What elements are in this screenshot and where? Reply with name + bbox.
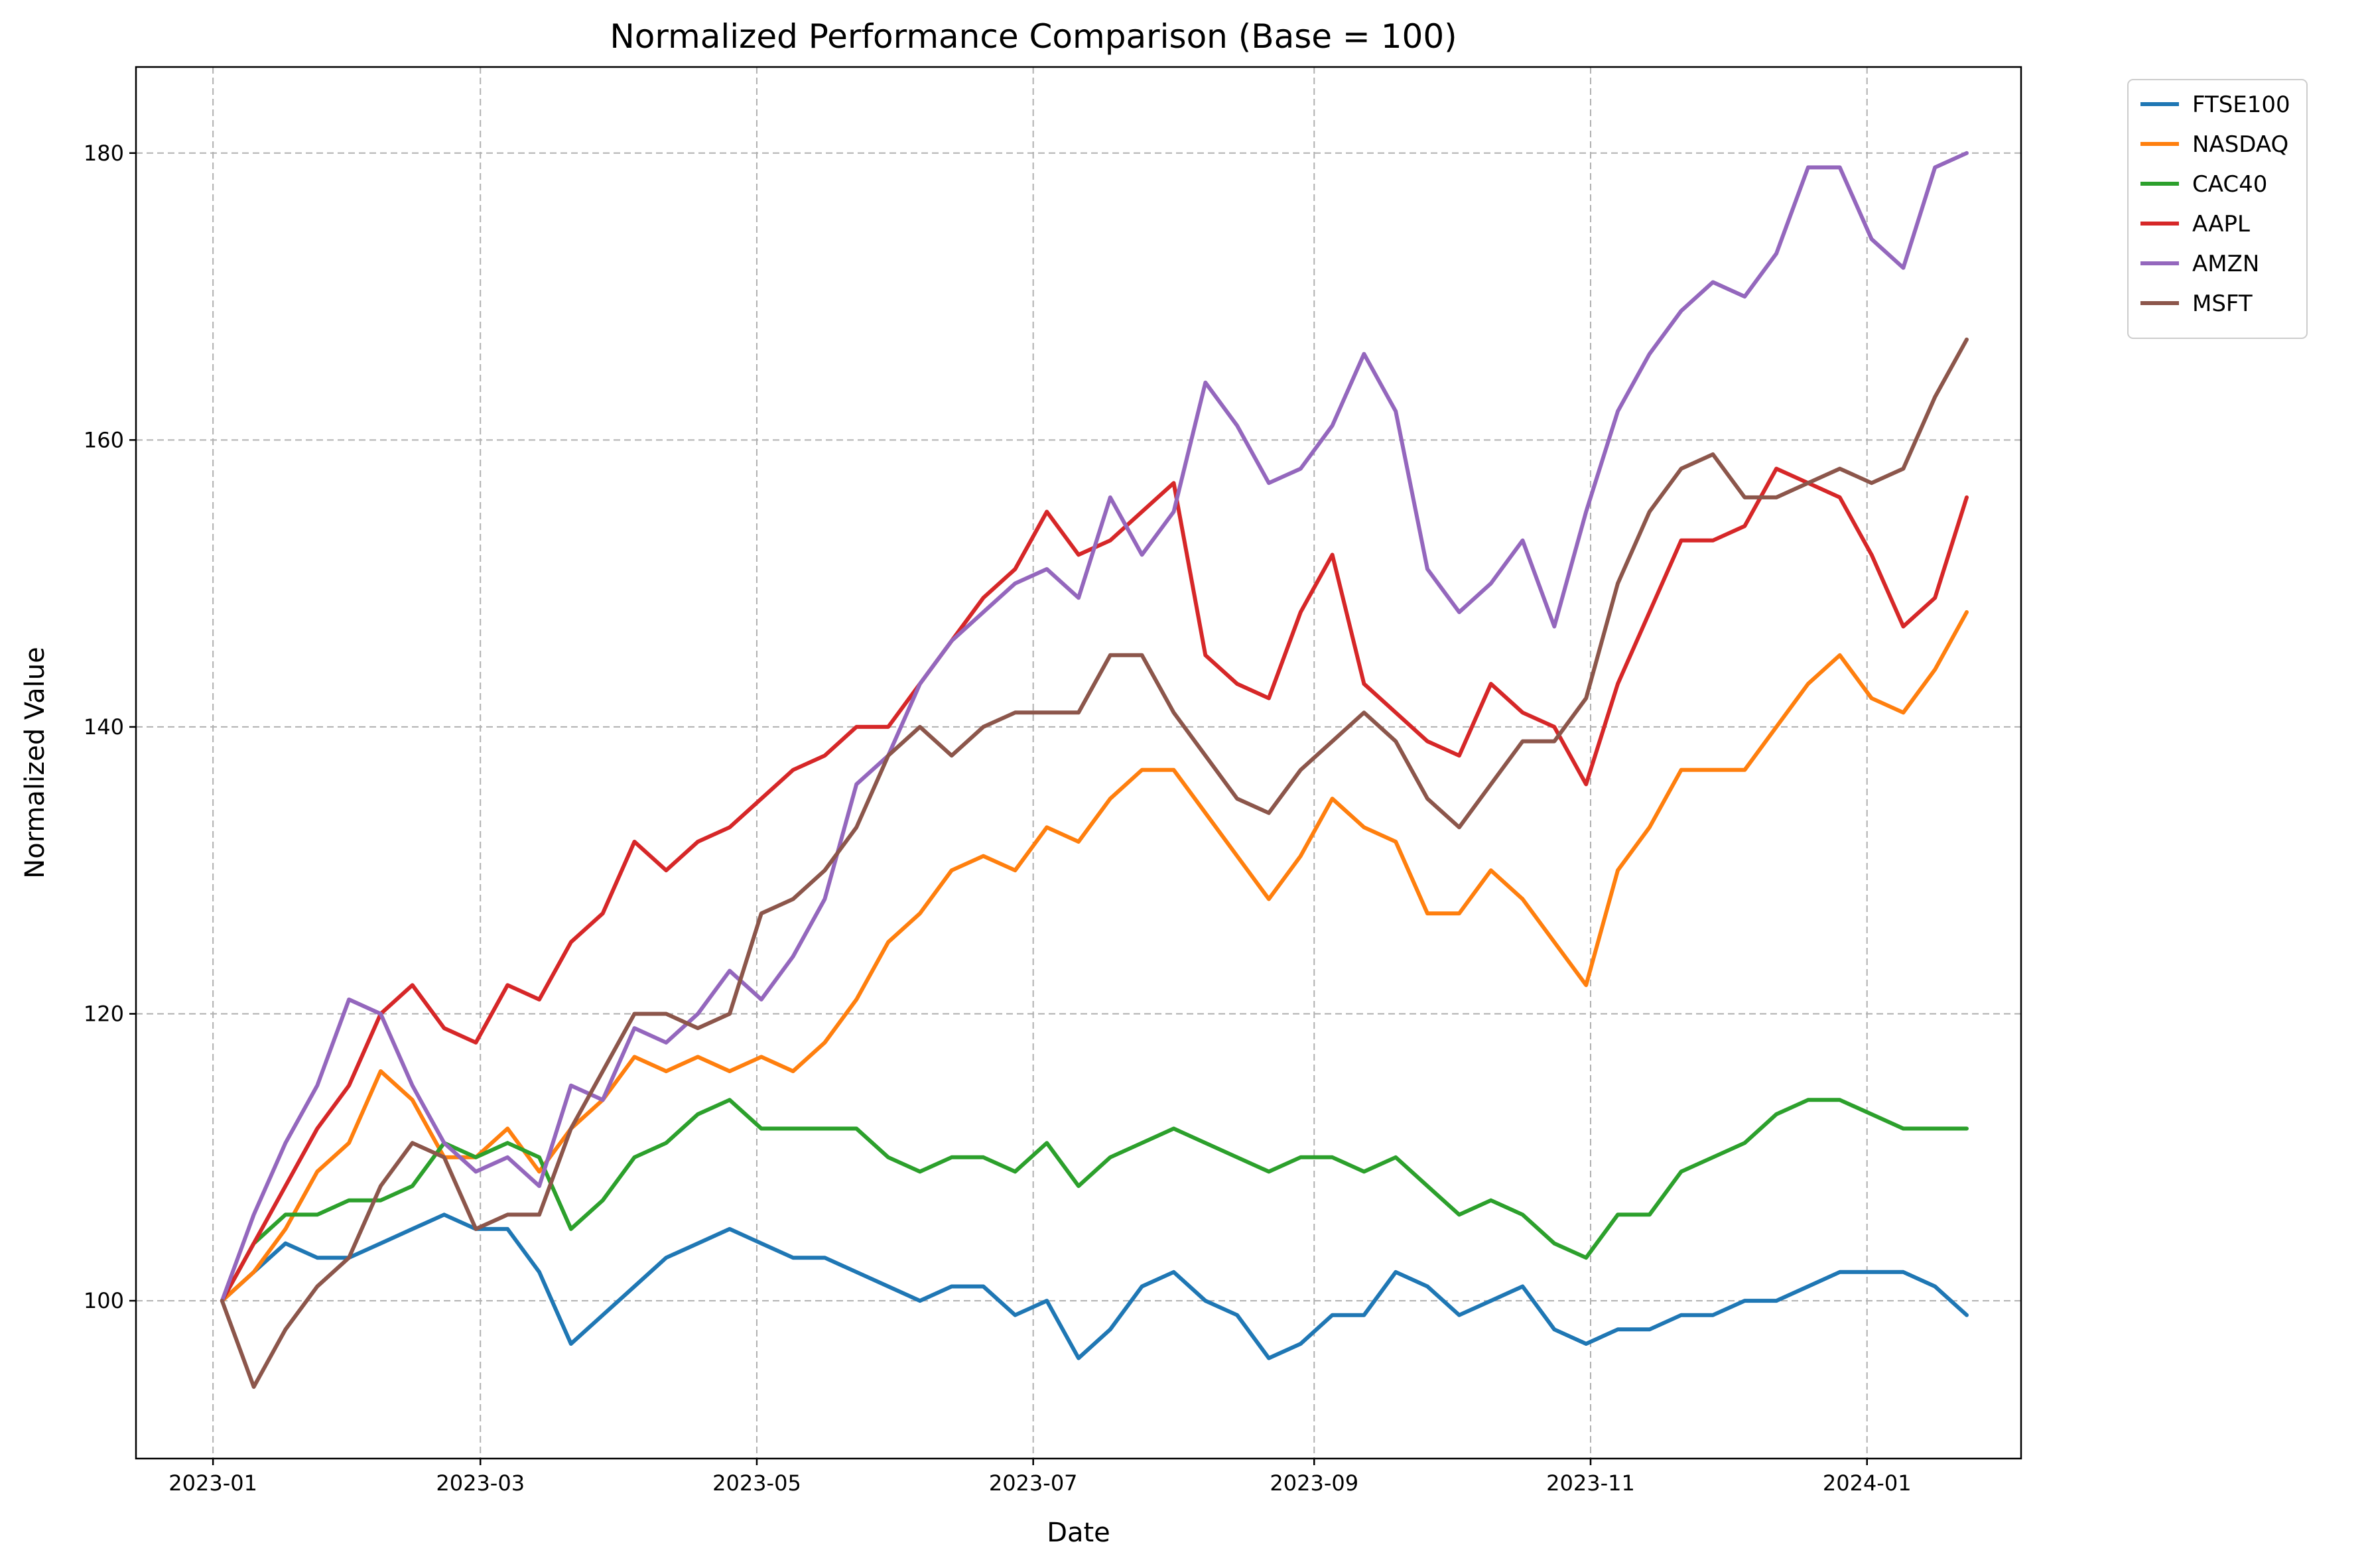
x-axis-ticks: 2023-01 2023-03 2023-05 2023-07 2023-09 2023-… <box>168 1459 1912 1496</box>
series-lines <box>220 151 1969 1389</box>
chart-title: Normalized Performance Comparison (Base … <box>610 17 1457 56</box>
x-tick-label: 2023-01 <box>168 1470 257 1496</box>
series-line-msft <box>220 337 1969 1389</box>
series-line-nasdaq <box>220 610 1969 1303</box>
legend-label-nasdaq: NASDAQ <box>2192 131 2288 158</box>
legend-label-amzn: AMZN <box>2192 251 2259 277</box>
y-tick-label: 120 <box>84 1002 124 1027</box>
y-axis-title: Normalized Value <box>20 647 50 878</box>
legend-label-msft: MSFT <box>2192 291 2253 317</box>
y-tick-label: 140 <box>84 714 124 740</box>
x-tick-label: 2023-11 <box>1546 1470 1635 1496</box>
plot-frame <box>135 66 2022 1460</box>
y-tick-label: 160 <box>84 427 124 452</box>
legend-label-ftse100: FTSE100 <box>2192 92 2290 118</box>
x-axis-title: Date <box>1047 1518 1110 1548</box>
x-tick-label: 2023-09 <box>1270 1470 1358 1496</box>
legend: FTSE100 NASDAQ CAC40 AAPL AMZN MSFT <box>2127 79 2308 339</box>
x-tick-label: 2023-03 <box>436 1470 525 1496</box>
x-tick-label: 2023-07 <box>989 1470 1078 1496</box>
legend-label-cac40: CAC40 <box>2192 171 2267 198</box>
grid <box>136 67 2021 1459</box>
y-axis-ticks: 100 120 140 160 180 <box>84 141 136 1313</box>
series-line-cac40 <box>220 1098 1969 1303</box>
legend-label-aapl: AAPL <box>2192 211 2250 237</box>
x-tick-label: 2024-01 <box>1823 1470 1912 1496</box>
x-tick-label: 2023-05 <box>712 1470 801 1496</box>
y-tick-label: 180 <box>84 141 124 166</box>
series-line-amzn <box>220 151 1969 1303</box>
series-line-ftse100 <box>220 1212 1969 1360</box>
y-tick-label: 100 <box>84 1288 124 1313</box>
